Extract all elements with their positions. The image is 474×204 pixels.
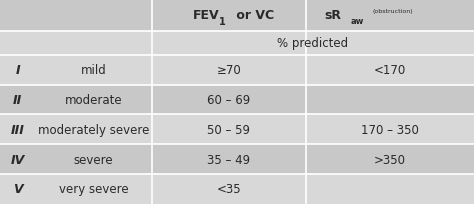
Text: >350: >350	[374, 153, 406, 166]
Text: <170: <170	[374, 64, 406, 77]
Text: 35 – 49: 35 – 49	[207, 153, 250, 166]
Text: II: II	[13, 94, 22, 106]
Bar	[0, 32, 474, 56]
Text: V: V	[13, 182, 23, 195]
Bar	[0, 85, 474, 115]
Text: I: I	[16, 64, 20, 77]
Bar	[0, 115, 474, 144]
Text: 50 – 59: 50 – 59	[207, 123, 250, 136]
Text: % predicted: % predicted	[277, 37, 348, 50]
Text: (obstruction): (obstruction)	[372, 9, 413, 14]
Text: ≥70: ≥70	[216, 64, 241, 77]
Text: <35: <35	[217, 182, 241, 195]
Bar	[0, 144, 474, 174]
Text: IV: IV	[10, 153, 25, 166]
Text: 1: 1	[219, 17, 226, 27]
Bar	[0, 174, 474, 204]
Text: moderately severe: moderately severe	[38, 123, 149, 136]
Text: FEV: FEV	[192, 9, 219, 22]
Text: severe: severe	[74, 153, 113, 166]
Text: 60 – 69: 60 – 69	[207, 94, 250, 106]
Text: aw: aw	[351, 17, 364, 26]
Text: 170 – 350: 170 – 350	[361, 123, 419, 136]
Bar	[0, 56, 474, 85]
Text: moderate: moderate	[65, 94, 122, 106]
Text: very severe: very severe	[59, 182, 128, 195]
Text: sR: sR	[325, 9, 342, 22]
Text: mild: mild	[81, 64, 107, 77]
Bar	[0, 0, 474, 32]
Text: III: III	[11, 123, 25, 136]
Text: or VC: or VC	[232, 9, 274, 22]
